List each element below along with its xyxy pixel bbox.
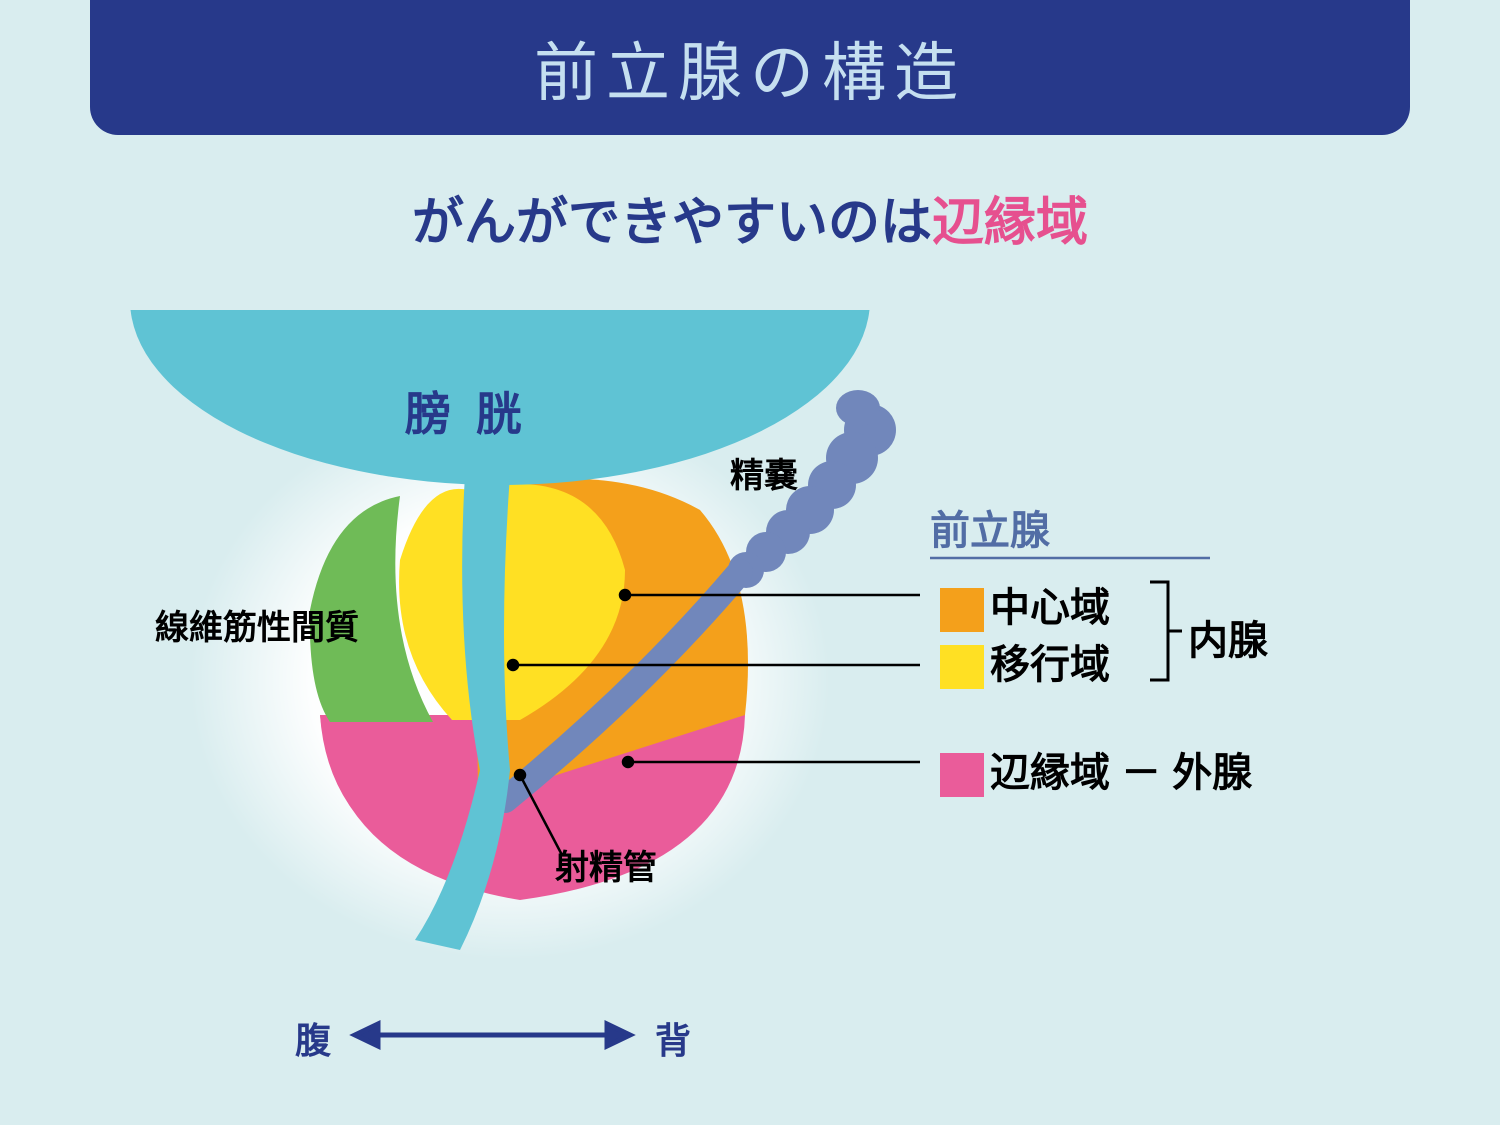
legend-title: 前立腺 bbox=[930, 498, 1050, 556]
inner-gland-bracket bbox=[1150, 582, 1182, 680]
orientation-right-label: 背 bbox=[655, 1012, 691, 1064]
inner-gland-label: 内腺 bbox=[1188, 608, 1268, 666]
legend-item-transition: 移行域 bbox=[940, 632, 1110, 690]
seminal-vesicle-label: 精嚢 bbox=[730, 448, 798, 497]
legend-label-peripheral: 辺縁域 － 外腺 bbox=[990, 751, 1252, 795]
orientation-left-label: 腹 bbox=[295, 1012, 331, 1064]
orientation-arrow bbox=[355, 1024, 630, 1046]
legend-label-central: 中心域 bbox=[990, 586, 1110, 630]
swatch-central bbox=[940, 588, 984, 632]
bladder-label: 膀 胱 bbox=[405, 378, 528, 444]
legend-label-transition: 移行域 bbox=[990, 643, 1110, 687]
swatch-transition bbox=[940, 645, 984, 689]
legend-item-peripheral: 辺縁域 － 外腺 bbox=[940, 740, 1252, 798]
fibromuscular-stroma-label: 線維筋性間質 bbox=[155, 600, 359, 649]
legend-item-central: 中心域 bbox=[940, 575, 1110, 633]
swatch-peripheral bbox=[940, 753, 984, 797]
ejaculatory-duct-label: 射精管 bbox=[555, 840, 657, 889]
anatomy-diagram bbox=[0, 0, 1500, 1125]
